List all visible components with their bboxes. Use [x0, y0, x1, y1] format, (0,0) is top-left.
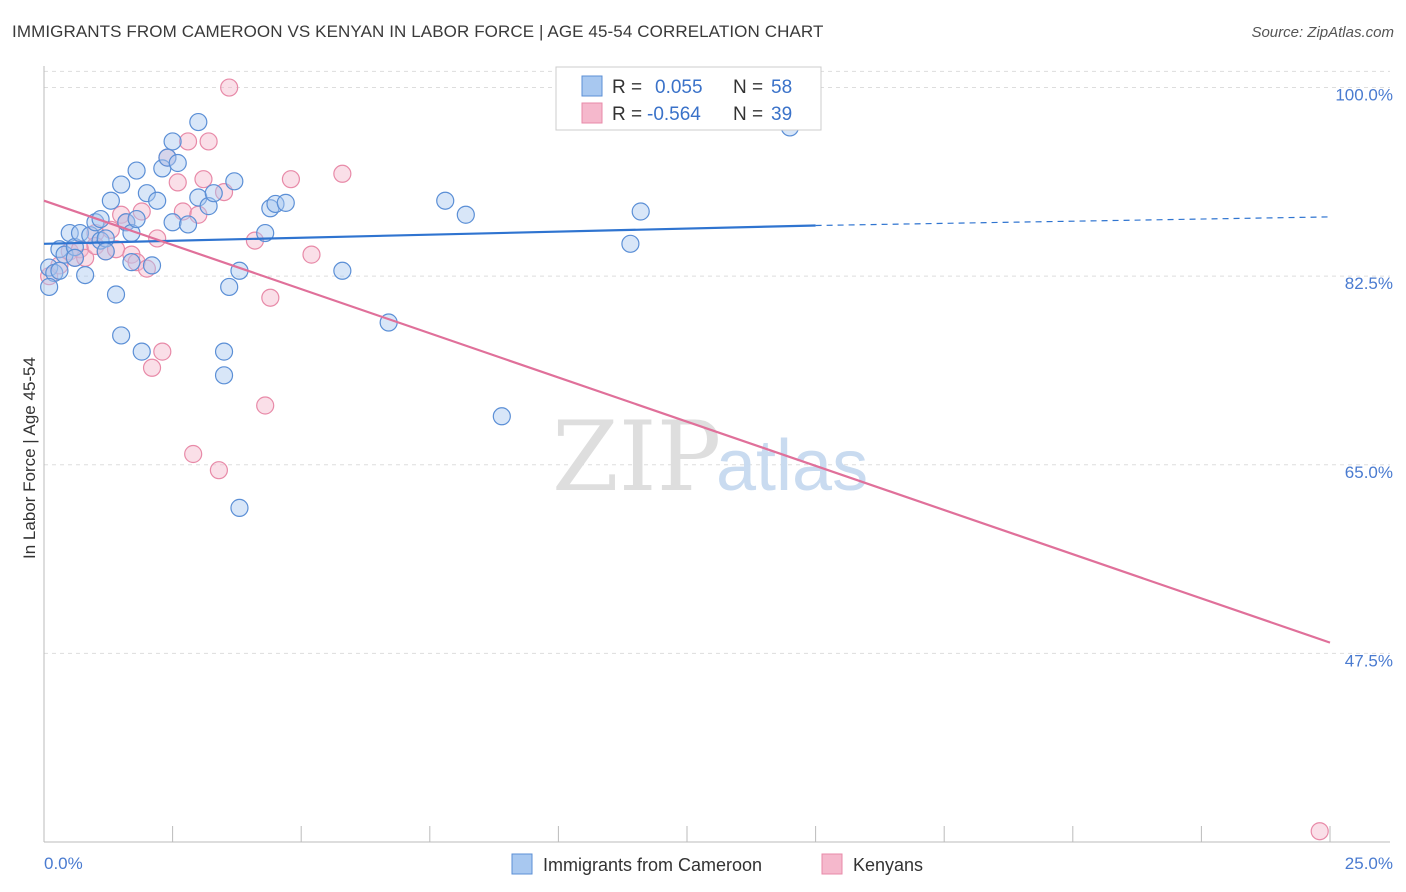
- grid: [44, 70, 1390, 654]
- stats-swatch-pink: [581, 102, 603, 124]
- cameroon-point: [142, 256, 162, 275]
- x-tick-label: 0.0%: [44, 854, 83, 873]
- stats-n-value-2: 39: [771, 104, 792, 125]
- kenyan-point: [1310, 822, 1329, 841]
- stats-r-label-1: R =: [612, 77, 642, 98]
- y-tick-label: 47.5%: [1345, 651, 1393, 670]
- cameroon-point: [163, 213, 182, 232]
- y-tick-label: 82.5%: [1345, 274, 1393, 293]
- stats-swatch-blue: [581, 75, 603, 97]
- cameroon-point: [456, 205, 475, 224]
- cameroon-point: [178, 215, 198, 234]
- x-tick-label: 25.0%: [1345, 854, 1393, 873]
- series-legend: Immigrants from Cameroon Kenyans: [511, 853, 923, 875]
- stats-legend: R = 0.055 N = 58 R = -0.564 N = 39: [555, 66, 822, 131]
- cameroon-point: [65, 248, 84, 267]
- kenyan-point: [256, 396, 275, 415]
- stats-r-value-2: -0.564: [647, 104, 701, 125]
- kenyan-point: [245, 231, 265, 250]
- cameroon-point: [225, 172, 244, 191]
- kenyan-point: [220, 78, 239, 97]
- cameroon-point: [127, 209, 146, 229]
- chart-title: IMMIGRANTS FROM CAMEROON VS KENYAN IN LA…: [12, 22, 824, 41]
- watermark-zip: ZIP: [552, 401, 721, 513]
- y-tick-label: 65.0%: [1345, 463, 1393, 482]
- cameroon-point: [168, 153, 187, 173]
- trend-lines: [43, 199, 1331, 644]
- cameroon-point: [50, 240, 69, 259]
- cameroon-point: [214, 342, 234, 361]
- stats-r-label-2: R =: [612, 104, 642, 125]
- stats-n-label-1: N =: [733, 77, 763, 98]
- cameroon-point: [189, 112, 208, 132]
- cameroon-point: [60, 223, 79, 243]
- cameroon-point: [148, 191, 167, 210]
- cameroon-point: [122, 253, 141, 272]
- cameroon-point: [492, 407, 511, 426]
- kenyan-point: [127, 253, 146, 272]
- cameroon-trend-extension: [815, 216, 1331, 227]
- source-credit: Source: ZipAtlas.com: [1251, 24, 1394, 41]
- kenyan-point: [194, 170, 213, 189]
- cameroon-point: [631, 202, 650, 221]
- cameroon-trend-line: [43, 224, 816, 245]
- kenyan-point: [302, 245, 321, 264]
- cameroon-point: [333, 261, 352, 280]
- y-axis-title: In Labor Force | Age 45-54: [20, 357, 39, 559]
- legend-swatch-kenyans: [821, 853, 843, 875]
- kenyan-point: [184, 444, 203, 464]
- kenyan-point: [153, 342, 172, 361]
- cameroon-point: [214, 366, 234, 385]
- cameroon-point: [137, 184, 156, 203]
- kenyan-point: [148, 229, 167, 248]
- cameroon-point: [621, 234, 640, 253]
- cameroon-point: [76, 265, 95, 285]
- cameroon-point: [163, 132, 182, 151]
- axes: [43, 66, 1390, 843]
- cameroon-point: [230, 498, 249, 517]
- kenyan-point: [333, 164, 352, 183]
- kenyan-trend-line: [43, 199, 1331, 644]
- cameroon-point: [112, 175, 131, 194]
- cameroon-point: [106, 285, 126, 304]
- legend-swatch-cameroon: [511, 853, 533, 875]
- cameroon-point: [158, 148, 177, 167]
- cameroon-point: [101, 191, 120, 210]
- watermark: ZIP atlas: [552, 401, 868, 513]
- cameroon-point: [436, 191, 455, 210]
- cameroon-point: [276, 193, 295, 212]
- cameroon-point: [40, 277, 59, 297]
- tick-labels: 47.5% 65.0% 82.5% 100.0% 0.0% 25.0%: [44, 86, 1393, 873]
- stats-n-label-2: N =: [733, 104, 763, 125]
- kenyan-point: [137, 259, 156, 278]
- kenyan-point: [199, 132, 218, 151]
- cameroon-point: [112, 326, 131, 345]
- stats-r-value-1: 0.055: [655, 77, 703, 98]
- kenyan-point: [142, 358, 162, 377]
- cameroon-point: [50, 261, 69, 280]
- legend-label-cameroon: Immigrants from Cameroon: [543, 855, 762, 875]
- cameroon-point: [256, 223, 275, 243]
- cameroon-point: [96, 242, 115, 261]
- cameroon-point: [220, 277, 239, 297]
- kenyan-point: [209, 461, 228, 480]
- cameroon-point: [127, 161, 146, 180]
- kenyan-point: [261, 288, 280, 307]
- kenyan-point: [168, 173, 187, 192]
- watermark-atlas: atlas: [716, 426, 868, 506]
- cameroon-point: [40, 258, 59, 277]
- kenyan-point: [178, 132, 198, 151]
- cameroon-point: [132, 342, 151, 361]
- legend-label-kenyans: Kenyans: [853, 855, 923, 875]
- kenyan-point: [281, 170, 301, 189]
- y-tick-label: 100.0%: [1335, 86, 1393, 105]
- cameroon-point: [55, 245, 74, 264]
- stats-n-value-1: 58: [771, 77, 792, 98]
- cameroon-point: [204, 184, 223, 203]
